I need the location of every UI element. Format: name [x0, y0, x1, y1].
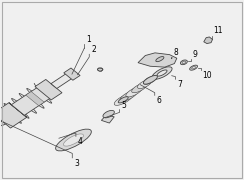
Polygon shape [0, 103, 27, 128]
Polygon shape [204, 37, 213, 44]
Ellipse shape [143, 75, 157, 84]
Polygon shape [101, 115, 114, 123]
Ellipse shape [156, 57, 164, 62]
Polygon shape [26, 92, 44, 106]
Ellipse shape [152, 67, 172, 79]
Ellipse shape [98, 68, 103, 71]
Ellipse shape [126, 87, 142, 97]
Ellipse shape [192, 66, 195, 69]
Polygon shape [35, 79, 62, 100]
Ellipse shape [103, 110, 114, 118]
Text: 5: 5 [122, 101, 126, 110]
Ellipse shape [190, 65, 197, 70]
Ellipse shape [137, 80, 152, 89]
Ellipse shape [0, 108, 20, 126]
Polygon shape [64, 68, 80, 80]
Text: 10: 10 [202, 71, 212, 80]
Polygon shape [138, 53, 177, 67]
Text: 6: 6 [156, 96, 161, 105]
Text: 3: 3 [74, 159, 79, 168]
Ellipse shape [157, 70, 167, 76]
Ellipse shape [180, 60, 187, 65]
Text: 1: 1 [86, 35, 91, 44]
Ellipse shape [114, 94, 132, 105]
Polygon shape [51, 72, 75, 89]
Ellipse shape [120, 91, 137, 101]
Ellipse shape [0, 113, 14, 122]
Polygon shape [11, 86, 53, 115]
Ellipse shape [143, 76, 156, 84]
Text: 11: 11 [213, 26, 223, 35]
Ellipse shape [132, 83, 147, 93]
Text: 2: 2 [91, 45, 96, 54]
Ellipse shape [63, 134, 83, 146]
Text: 9: 9 [193, 50, 197, 59]
Ellipse shape [182, 61, 186, 64]
Text: 7: 7 [177, 80, 182, 89]
Polygon shape [9, 103, 27, 117]
Text: 4: 4 [78, 137, 83, 146]
Ellipse shape [118, 97, 128, 103]
Ellipse shape [56, 129, 91, 151]
Text: 8: 8 [173, 48, 178, 57]
